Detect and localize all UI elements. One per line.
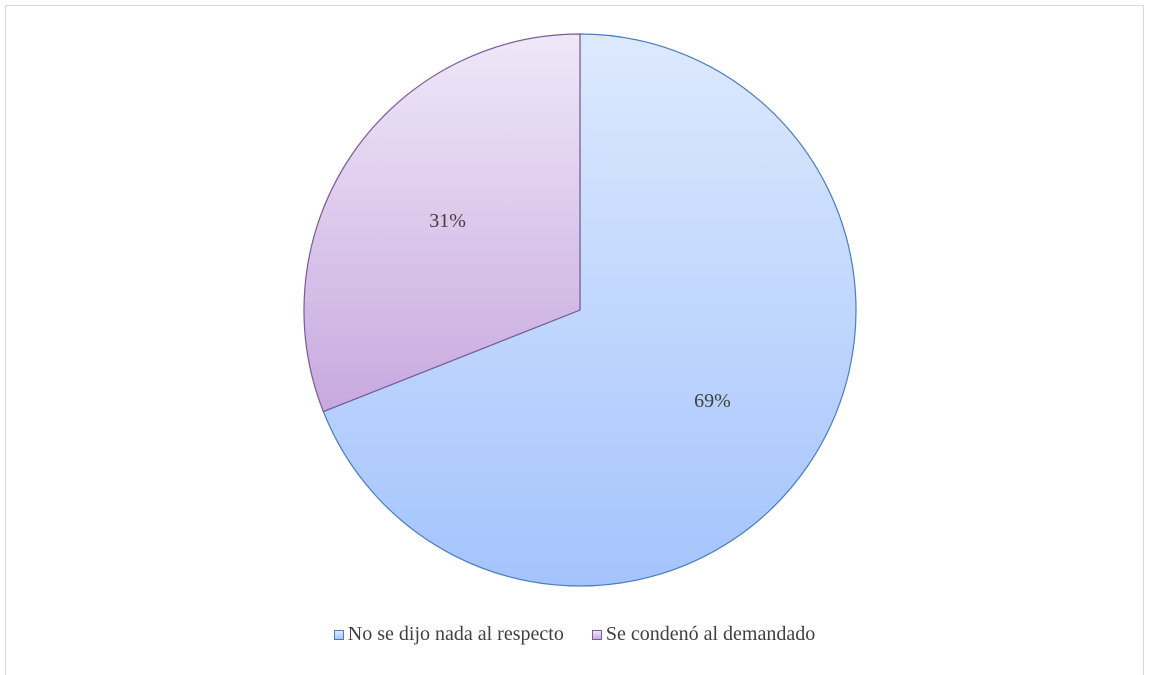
legend-swatch-se-condeno [591, 629, 602, 640]
chart-legend: No se dijo nada al respecto Se condenó a… [0, 623, 1149, 646]
pie-slice-se-condeno-al-demandado [303, 33, 581, 413]
legend-item-no-se-dijo: No se dijo nada al respecto [333, 623, 564, 646]
legend-item-se-condeno: Se condenó al demandado [591, 623, 816, 646]
legend-swatch-no-se-dijo [333, 629, 344, 640]
data-label-se-condeno-al-demandado: 31% [429, 210, 466, 232]
legend-label-se-condeno: Se condenó al demandado [605, 623, 816, 645]
legend-label-no-se-dijo: No se dijo nada al respecto [347, 623, 564, 645]
pie-slice-no-se-dijo-nada-al-respecto [322, 33, 857, 587]
data-label-no-se-dijo-nada-al-respecto: 69% [694, 390, 731, 412]
